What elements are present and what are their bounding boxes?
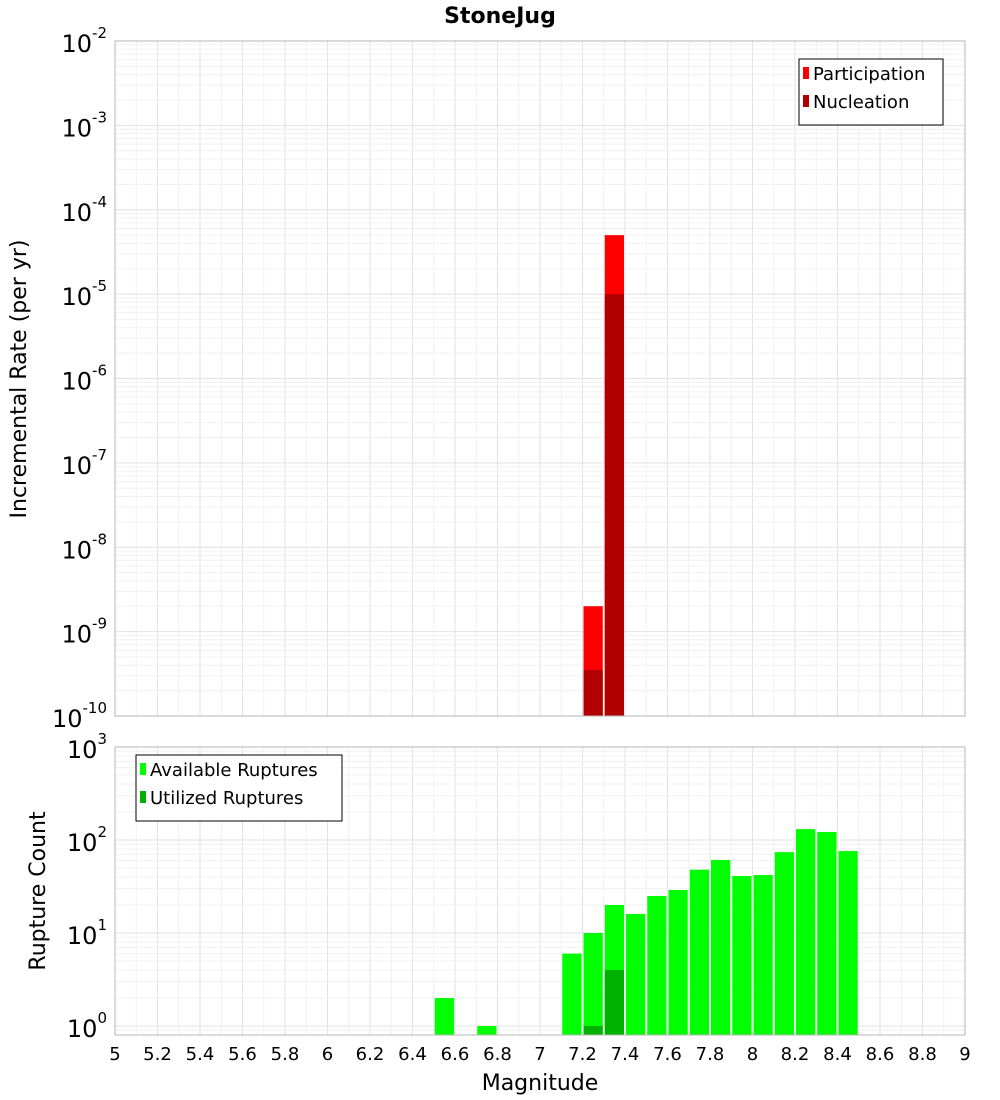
x-tick-label: 7.6	[653, 1044, 682, 1065]
legend-entry: Nucleation	[813, 92, 909, 113]
y-tick-label: 101	[67, 916, 107, 950]
bar-available-ruptures-m8.25	[796, 829, 816, 1035]
bar-available-ruptures-m7.95	[732, 876, 752, 1035]
x-tick-label: 9	[959, 1044, 970, 1065]
y-tick-label: 10-7	[61, 446, 107, 480]
y-tick-label: 10-8	[61, 530, 107, 564]
bar-available-ruptures-m7.45	[626, 914, 646, 1035]
y-tick-label: 100	[67, 1009, 107, 1043]
bar-nucleation-m7.25	[583, 670, 603, 716]
y-tick-label: 102	[67, 823, 107, 857]
x-tick-label: 7.4	[611, 1044, 640, 1065]
legend-swatch	[140, 791, 146, 803]
chart-title: StoneJug	[444, 4, 556, 29]
bar-available-ruptures-m8.05	[753, 875, 773, 1035]
y-tick-label: 10-5	[61, 277, 107, 311]
x-tick-label: 5.8	[271, 1044, 300, 1065]
x-tick-label: 7.2	[568, 1044, 597, 1065]
count-plot-panel: 103 102 101 100 Rupture Count Available Rup…	[26, 730, 971, 1096]
y-tick-label: 10-9	[61, 615, 107, 649]
bar-available-ruptures-m8.15	[774, 852, 794, 1035]
rate-plot-y-ticks: 10-2 10-3 10-4 10-5 10-6 10-7 10-8 10-9 10-10	[52, 24, 107, 733]
x-tick-label: 5.2	[143, 1044, 172, 1065]
x-tick-label: 6.8	[483, 1044, 512, 1065]
count-plot-legend: Available Ruptures Utilized Ruptures	[135, 754, 343, 822]
rate-plot-panel: 10-2 10-3 10-4 10-5 10-6 10-7 10-8 10-9 10-10 In…	[7, 24, 966, 733]
bar-utilized-ruptures-m7.25	[583, 1025, 603, 1035]
x-tick-label: 6.6	[441, 1044, 470, 1065]
x-tick-label: 8.6	[866, 1044, 895, 1065]
count-plot-frame	[114, 746, 966, 1036]
legend-swatch	[803, 67, 809, 79]
bar-available-ruptures-m6.75	[477, 1025, 497, 1035]
rate-plot-legend: Participation Nucleation	[798, 58, 944, 126]
y-tick-label: 10-6	[61, 362, 107, 396]
legend-entry: Available Ruptures	[150, 760, 318, 781]
legend-swatch	[803, 95, 809, 107]
y-tick-label: 103	[67, 730, 107, 764]
x-tick-label: 8.2	[781, 1044, 810, 1065]
count-plot-bars	[434, 829, 858, 1035]
bar-available-ruptures-m7.15	[562, 953, 582, 1035]
x-tick-label: 8.4	[823, 1044, 852, 1065]
y-tick-label: 10-2	[61, 24, 107, 58]
bar-available-ruptures-m8.45	[838, 851, 858, 1035]
y-tick-label: 10-4	[61, 193, 107, 227]
x-tick-label: 7	[534, 1044, 545, 1065]
x-tick-label: 8.8	[908, 1044, 937, 1065]
rate-plot-frame	[114, 40, 966, 717]
x-tick-label: 8	[747, 1044, 758, 1065]
x-tick-label: 6.2	[356, 1044, 385, 1065]
legend-entry: Utilized Ruptures	[150, 788, 303, 809]
bar-available-ruptures-m7.85	[711, 859, 731, 1035]
x-tick-label: 5.4	[186, 1044, 215, 1065]
bar-available-ruptures-m6.55	[434, 997, 454, 1035]
x-tick-label: 5.6	[228, 1044, 257, 1065]
legend-box	[798, 58, 944, 126]
y-tick-label: 10-3	[61, 108, 107, 142]
bar-available-ruptures-m7.65	[668, 889, 688, 1035]
rate-plot-grid	[115, 41, 965, 716]
x-axis-label: Magnitude	[482, 1071, 599, 1096]
legend-box	[135, 754, 343, 822]
rate-plot-bars	[583, 235, 624, 716]
count-plot-y-ticks: 103 102 101 100	[67, 730, 107, 1043]
rate-plot-y-axis-label: Incremental Rate (per yr)	[7, 240, 32, 519]
x-tick-label: 6	[322, 1044, 333, 1065]
bar-available-ruptures-m7.25	[583, 932, 603, 1035]
x-tick-label: 6.4	[398, 1044, 427, 1065]
bar-available-ruptures-m7.75	[689, 869, 709, 1035]
y-tick-label: 10-10	[52, 699, 107, 733]
legend-entry: Participation	[813, 64, 925, 85]
x-axis-ticks: 5 5.2 5.4 5.6 5.8 6 6.2 6.4 6.6 6.8 7 7.2 7.4 7.6 7.8 8…	[109, 1044, 970, 1065]
x-tick-label: 5	[109, 1044, 120, 1065]
bar-available-ruptures-m7.55	[647, 895, 667, 1035]
x-tick-label: 7.8	[696, 1044, 725, 1065]
legend-swatch	[140, 763, 146, 775]
bar-nucleation-m7.35	[604, 294, 624, 716]
count-plot-y-axis-label: Rupture Count	[26, 811, 51, 971]
bar-available-ruptures-m8.35	[817, 831, 837, 1035]
bar-utilized-ruptures-m7.35	[604, 969, 624, 1035]
